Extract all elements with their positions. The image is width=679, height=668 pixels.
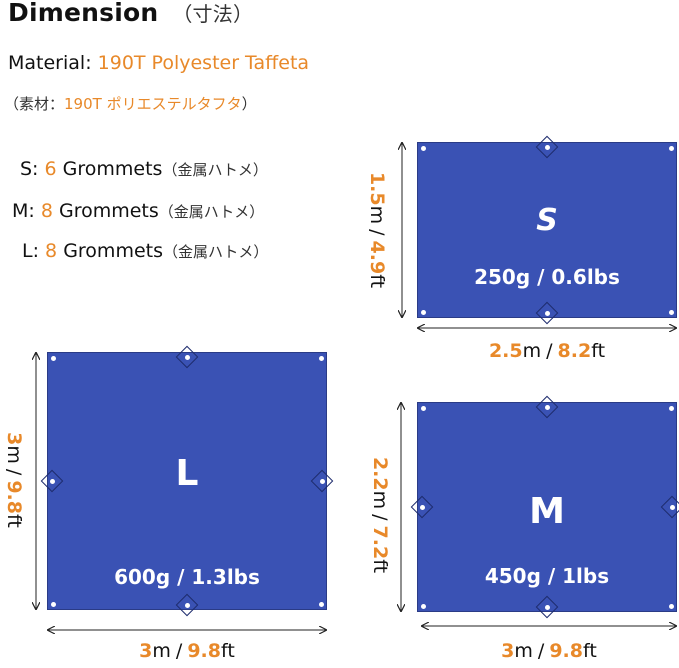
dim-sep: / — [366, 229, 388, 236]
grommet-count: 6 — [44, 158, 57, 180]
l-height-label: 3m / 9.8ft — [3, 432, 25, 528]
dim-unit: m — [522, 340, 542, 362]
grommet-label: Grommets — [63, 240, 163, 262]
grommet-icon — [420, 145, 426, 151]
dim-ft: 9.8 — [549, 640, 584, 662]
grommet-size: M: — [12, 200, 35, 222]
s-height-label: 1.5m / 4.9ft — [366, 172, 388, 288]
grommet-jp: （金属ハトメ） — [158, 203, 265, 221]
grommet-icon — [318, 355, 324, 361]
grommet-icon — [49, 478, 55, 484]
grommet-icon — [668, 309, 674, 315]
grommet-count: 8 — [45, 240, 58, 262]
m-width-label: 3m/9.8ft — [501, 640, 597, 662]
dim-ft: 8.2 — [557, 340, 592, 362]
tarp-m: M 450g / 1lbs — [410, 395, 679, 619]
dim-m: 2.2 — [369, 456, 391, 491]
dim-sep: / — [369, 514, 391, 521]
dim-unit: m — [366, 205, 388, 225]
tarp-weight: 450g / 1lbs — [484, 564, 610, 588]
dim-unit: ft — [3, 514, 25, 528]
page-title: Dimension （寸法） — [8, 0, 253, 27]
grommet-icon — [50, 601, 56, 607]
grommet-icon — [419, 504, 425, 510]
dim-sep: / — [537, 640, 545, 662]
tarp-weight: 600g / 1.3lbs — [114, 565, 260, 589]
material-jp-close: ） — [241, 95, 257, 113]
dim-unit: ft — [369, 559, 391, 574]
dim-ft: 9.8 — [187, 640, 222, 662]
grommet-icon — [668, 145, 674, 151]
grommet-line-m: M: 8 Grommets（金属ハトメ） — [12, 200, 264, 222]
tarp-weight: 250g / 0.6lbs — [474, 265, 620, 289]
grommet-jp: （金属ハトメ） — [162, 161, 268, 179]
dim-m: 1.5 — [366, 171, 388, 206]
dim-unit: ft — [221, 640, 235, 662]
grommet-icon — [184, 354, 190, 360]
grommet-size: S: — [20, 158, 39, 180]
dim-m: 2.5 — [488, 340, 523, 362]
m-height-label: 2.2m / 7.2ft — [369, 457, 391, 573]
grommet-icon — [420, 405, 426, 411]
tarp-s: S 250g / 0.6lbs — [417, 135, 677, 325]
l-width-label: 3m/9.8ft — [139, 640, 235, 662]
s-width-label: 2.5m/8.2ft — [489, 340, 605, 362]
grommet-icon — [319, 478, 325, 484]
dim-ft: 9.8 — [3, 480, 25, 515]
grommet-icon — [668, 405, 674, 411]
tarp-size-label: L — [175, 453, 199, 494]
grommet-jp: （金属ハトメ） — [162, 243, 269, 261]
material-label: Material: — [8, 52, 92, 74]
grommet-line-l: L: 8 Grommets（金属ハトメ） — [22, 240, 268, 262]
dim-unit: ft — [583, 640, 597, 662]
grommet-label: Grommets — [58, 200, 159, 222]
dim-m: 3 — [139, 640, 153, 662]
dim-unit: m — [514, 640, 533, 662]
dim-ft: 4.9 — [366, 240, 388, 275]
grommet-size: L: — [22, 240, 39, 262]
material-value: 190T Polyester Taffeta — [97, 52, 310, 74]
dim-sep: / — [175, 640, 183, 662]
grommet-icon — [50, 355, 56, 361]
dim-unit: m — [3, 445, 25, 464]
grommet-icon — [318, 601, 324, 607]
tarp-size-label: M — [529, 491, 565, 532]
title-jp: （寸法） — [172, 2, 254, 26]
grommet-icon — [669, 504, 675, 510]
dim-unit: ft — [366, 274, 388, 289]
grommet-icon — [668, 603, 674, 609]
dim-sep: / — [3, 468, 25, 476]
grommet-icon — [420, 603, 426, 609]
title-text: Dimension — [8, 0, 159, 27]
dim-m: 3 — [501, 640, 515, 662]
dim-unit: m — [369, 490, 391, 510]
dim-m: 3 — [3, 432, 25, 446]
dim-unit: m — [152, 640, 171, 662]
material-jp-line: （素材：190T ポリエステルタフタ） — [4, 93, 257, 114]
grommet-icon — [544, 310, 550, 316]
dim-sep: / — [546, 340, 553, 362]
grommet-icon — [544, 144, 550, 150]
grommet-icon — [544, 404, 550, 410]
material-line: Material: 190T Polyester Taffeta — [8, 52, 309, 74]
grommet-label: Grommets — [62, 158, 163, 180]
grommet-count: 8 — [40, 200, 53, 222]
material-jp-value: 190T ポリエステルタフタ — [64, 95, 242, 113]
grommet-icon — [544, 604, 550, 610]
grommet-icon — [420, 309, 426, 315]
tarp-size-label: S — [536, 203, 558, 238]
grommet-icon — [184, 602, 190, 608]
grommet-line-s: S: 6 Grommets（金属ハトメ） — [20, 158, 268, 180]
tarp-l: L 600g / 1.3lbs — [40, 345, 334, 617]
dim-ft: 7.2 — [369, 525, 391, 560]
material-jp-open: （素材： — [4, 95, 65, 113]
dim-unit: ft — [591, 340, 606, 362]
